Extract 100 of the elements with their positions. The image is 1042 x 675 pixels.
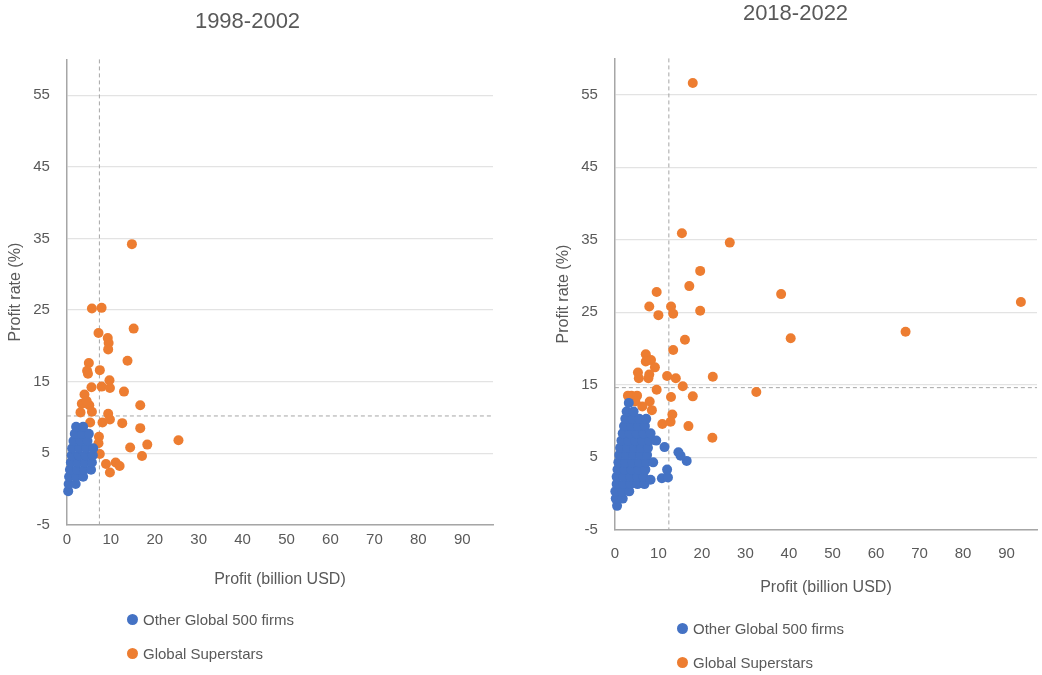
point bbox=[644, 301, 655, 312]
point bbox=[662, 371, 673, 382]
point bbox=[83, 357, 94, 368]
y-tick-label: -5 bbox=[36, 514, 50, 532]
legend-label: Global Superstars bbox=[143, 644, 264, 662]
point bbox=[776, 289, 787, 300]
point bbox=[695, 305, 706, 316]
x-tick-label: 80 bbox=[954, 543, 972, 561]
point bbox=[651, 286, 662, 297]
point bbox=[86, 382, 97, 393]
point bbox=[695, 265, 706, 276]
x-tick-label: 70 bbox=[366, 529, 383, 547]
y-tick-label: 15 bbox=[33, 371, 50, 389]
point bbox=[643, 373, 654, 384]
x-tick-label: 40 bbox=[234, 529, 251, 547]
point bbox=[128, 323, 139, 334]
point bbox=[100, 458, 111, 469]
point bbox=[125, 442, 136, 453]
x-tick-label: 90 bbox=[453, 529, 471, 547]
chart-title: 2018-2022 bbox=[742, 0, 849, 26]
point bbox=[707, 432, 718, 443]
point bbox=[1015, 297, 1026, 308]
point bbox=[96, 302, 107, 313]
y-tick-label: -5 bbox=[584, 519, 598, 537]
point bbox=[677, 381, 688, 392]
point bbox=[684, 281, 695, 292]
y-tick-label: 25 bbox=[33, 300, 50, 318]
point bbox=[103, 344, 114, 355]
legend-label: Global Superstars bbox=[693, 653, 814, 671]
point bbox=[633, 373, 644, 384]
point bbox=[670, 373, 681, 384]
x-tick-label: 80 bbox=[409, 529, 427, 547]
y-tick-label: 25 bbox=[581, 302, 598, 320]
point bbox=[135, 400, 146, 411]
x-tick-label: 30 bbox=[190, 529, 208, 547]
y-tick-label: 35 bbox=[33, 228, 50, 246]
point bbox=[104, 414, 115, 425]
x-axis-title: Profit (billion USD) bbox=[760, 577, 892, 595]
legend-label: Other Global 500 firms bbox=[693, 619, 844, 637]
y-tick-label: 55 bbox=[581, 84, 598, 102]
x-axis-title: Profit (billion USD) bbox=[214, 569, 346, 587]
point bbox=[640, 356, 651, 367]
y-tick-label: 5 bbox=[41, 443, 50, 461]
point bbox=[687, 391, 698, 402]
legend-label: Other Global 500 firms bbox=[143, 610, 294, 628]
x-tick-label: 90 bbox=[998, 543, 1015, 561]
point bbox=[900, 326, 911, 337]
y-tick-label: 45 bbox=[33, 156, 50, 174]
point bbox=[173, 435, 184, 446]
x-tick-label: 0 bbox=[62, 529, 72, 547]
point bbox=[687, 78, 698, 89]
point bbox=[707, 371, 718, 382]
y-axis-title: Profit rate (%) bbox=[554, 244, 572, 344]
x-tick-label: 30 bbox=[737, 543, 754, 561]
point bbox=[649, 362, 660, 373]
point bbox=[679, 334, 690, 345]
x-tick-label: 10 bbox=[102, 529, 120, 547]
x-tick-label: 60 bbox=[322, 529, 339, 547]
point bbox=[724, 237, 735, 248]
point bbox=[637, 401, 648, 412]
point bbox=[86, 406, 97, 417]
y-tick-label: 45 bbox=[581, 157, 598, 175]
point bbox=[651, 384, 662, 395]
point bbox=[751, 387, 762, 398]
point bbox=[657, 418, 668, 429]
point bbox=[676, 228, 687, 239]
point bbox=[653, 310, 664, 321]
y-axis-title: Profit rate (%) bbox=[6, 242, 24, 342]
y-tick-label: 15 bbox=[581, 374, 598, 392]
y-tick-label: 35 bbox=[581, 229, 598, 247]
point bbox=[93, 327, 104, 338]
point bbox=[117, 418, 128, 429]
x-tick-label: 20 bbox=[693, 543, 711, 561]
point bbox=[135, 423, 146, 434]
point bbox=[86, 303, 97, 314]
y-tick-label: 55 bbox=[33, 85, 50, 103]
point bbox=[118, 386, 129, 397]
point bbox=[104, 467, 115, 478]
point bbox=[668, 344, 679, 355]
point bbox=[104, 383, 115, 394]
x-tick-label: 10 bbox=[650, 543, 667, 561]
x-tick-label: 40 bbox=[780, 543, 798, 561]
point bbox=[94, 365, 105, 376]
point bbox=[668, 308, 679, 319]
point bbox=[665, 416, 676, 427]
x-tick-label: 70 bbox=[911, 543, 928, 561]
point bbox=[122, 355, 133, 366]
point bbox=[646, 405, 657, 416]
point bbox=[666, 392, 677, 403]
point bbox=[785, 333, 796, 344]
point bbox=[644, 396, 655, 407]
point bbox=[78, 421, 89, 432]
point bbox=[142, 439, 153, 450]
x-tick-label: 50 bbox=[824, 543, 841, 561]
chart-title: 1998-2002 bbox=[194, 8, 301, 34]
point bbox=[126, 239, 137, 250]
point bbox=[137, 451, 147, 462]
point bbox=[114, 461, 125, 472]
x-tick-label: 50 bbox=[278, 529, 295, 547]
x-tick-label: 20 bbox=[146, 529, 164, 547]
